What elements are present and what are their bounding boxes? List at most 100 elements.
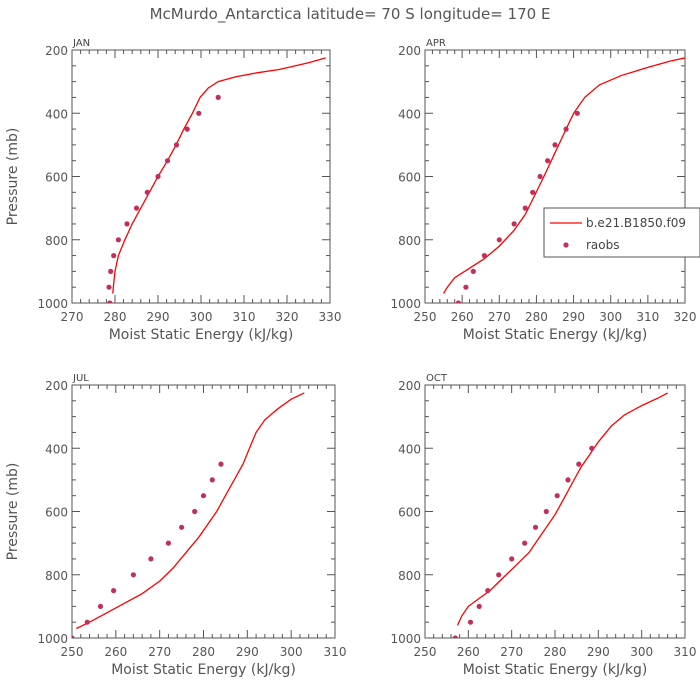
plot-data xyxy=(443,57,685,303)
y-tick-label: 600 xyxy=(45,506,68,520)
raobs-point xyxy=(179,524,185,530)
legend-box xyxy=(543,207,700,258)
raobs-point xyxy=(209,477,215,483)
y-tick-label: 800 xyxy=(45,569,68,583)
y-tick-label: 1000 xyxy=(390,632,421,646)
raobs-point xyxy=(522,205,528,211)
y-tick-label: 800 xyxy=(398,234,421,248)
x-tick-label: 290 xyxy=(562,310,585,324)
y-tick-label: 400 xyxy=(398,442,421,456)
raobs-point xyxy=(115,237,121,243)
raobs-point xyxy=(509,556,515,562)
raobs-point xyxy=(218,461,224,467)
y-tick-label: 1000 xyxy=(390,297,421,311)
x-tick-label: 300 xyxy=(599,310,622,324)
raobs-point xyxy=(155,173,161,180)
legend-model-label: b.e21.B1850.f09 xyxy=(586,216,686,230)
x-axis-label: Moist Static Energy (kJ/kg) xyxy=(109,327,294,343)
raobs-point xyxy=(173,142,180,148)
y-tick-label: 800 xyxy=(398,569,421,583)
raobs-point xyxy=(165,540,171,546)
y-tick-label: 200 xyxy=(45,44,68,58)
raobs-point xyxy=(108,268,114,274)
x-tick-label: 260 xyxy=(457,645,480,659)
raobs-point xyxy=(589,445,595,451)
raobs-point xyxy=(106,284,112,290)
y-tick-label: 400 xyxy=(45,442,68,456)
y-tick-label: 1000 xyxy=(37,297,68,311)
y-tick-label: 400 xyxy=(398,107,421,121)
raobs-point xyxy=(467,619,474,625)
model-series-line xyxy=(456,392,669,626)
model-series-line xyxy=(76,392,305,630)
raobs-point xyxy=(200,493,207,499)
x-tick-label: 290 xyxy=(236,645,259,659)
raobs-point xyxy=(496,572,502,578)
y-tick-label: 600 xyxy=(398,171,421,185)
chart-panel-apr: APR 250 260 270 280 290 300 310 320 1000 800 600 400… xyxy=(390,38,700,343)
raobs-point xyxy=(111,253,117,259)
x-tick-label: 270 xyxy=(148,645,171,659)
x-tick-label: 310 xyxy=(233,310,256,324)
raobs-point xyxy=(511,221,517,227)
x-tick-label: 270 xyxy=(500,645,523,659)
legend-point-marker xyxy=(563,242,569,248)
x-tick-label: 250 xyxy=(61,645,84,659)
model-series-line xyxy=(443,57,685,294)
raobs-point xyxy=(574,110,580,116)
y-tick-label: 200 xyxy=(398,44,421,58)
panel-label: JUL xyxy=(72,373,89,384)
panel-label: OCT xyxy=(426,373,448,384)
x-tick-label: 310 xyxy=(636,310,659,324)
raobs-point xyxy=(485,588,491,594)
y-axis-label: Pressure (mb) xyxy=(5,463,21,561)
raobs-point xyxy=(565,477,571,483)
x-tick-label: 250 xyxy=(414,645,437,659)
raobs-point xyxy=(576,461,582,467)
x-axis-label: Moist Static Energy (kJ/kg) xyxy=(463,662,648,678)
plot-frame xyxy=(424,384,686,639)
x-tick-label: 300 xyxy=(280,645,303,659)
raobs-point xyxy=(184,126,190,132)
legend: b.e21.B1850.f09 raobs xyxy=(543,207,700,258)
raobs-point xyxy=(552,142,558,148)
x-tick-label: 310 xyxy=(674,645,697,659)
raobs-point xyxy=(192,508,198,515)
y-axis-label: Pressure (mb) xyxy=(5,128,21,226)
plot-frame xyxy=(71,49,331,304)
raobs-point xyxy=(133,205,140,211)
x-tick-label: 280 xyxy=(192,645,215,659)
x-tick-label: 250 xyxy=(414,310,437,324)
panel-label: APR xyxy=(426,38,446,49)
raobs-point xyxy=(148,556,154,562)
x-tick-label: 290 xyxy=(587,645,610,659)
raobs-point xyxy=(543,508,549,515)
raobs-point xyxy=(545,158,551,164)
y-tick-label: 600 xyxy=(398,506,421,520)
raobs-point xyxy=(452,635,458,638)
x-tick-label: 300 xyxy=(630,645,653,659)
plot-data xyxy=(106,57,326,303)
raobs-point xyxy=(496,237,502,243)
figure-title: McMurdo_Antarctica latitude= 70 S longit… xyxy=(150,5,551,24)
x-tick-label: 290 xyxy=(147,310,170,324)
model-series-line xyxy=(112,57,326,294)
raobs-point xyxy=(97,603,104,610)
x-tick-label: 280 xyxy=(104,310,127,324)
y-tick-label: 800 xyxy=(45,234,68,248)
x-tick-label: 310 xyxy=(324,645,347,659)
y-tick-label: 200 xyxy=(45,379,68,393)
x-tick-label: 270 xyxy=(488,310,511,324)
y-tick-label: 400 xyxy=(45,107,68,121)
plot-data xyxy=(452,392,669,638)
x-tick-label: 330 xyxy=(319,310,342,324)
x-tick-label: 270 xyxy=(61,310,84,324)
y-tick-label: 200 xyxy=(398,379,421,393)
chart-panel-jan: JAN 270 280 290 300 310 320 330 1000 800 600 400 200… xyxy=(5,38,341,343)
raobs-point xyxy=(164,158,171,164)
x-axis-label: Moist Static Energy (kJ/kg) xyxy=(111,662,296,678)
x-tick-label: 260 xyxy=(104,645,127,659)
plot-frame xyxy=(71,384,336,639)
raobs-point xyxy=(196,110,202,116)
plot-data xyxy=(72,392,305,638)
